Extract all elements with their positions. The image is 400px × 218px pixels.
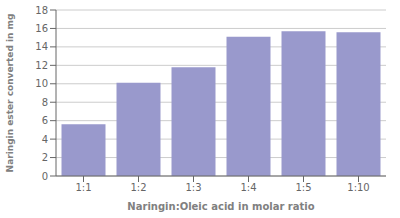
svg-text:4: 4 [42,134,48,145]
svg-text:1:5: 1:5 [295,182,311,193]
svg-text:18: 18 [35,5,48,16]
svg-text:6: 6 [42,115,48,126]
svg-text:2: 2 [42,152,48,163]
svg-text:16: 16 [35,23,48,34]
svg-text:8: 8 [42,97,48,108]
svg-text:1:4: 1:4 [240,182,256,193]
svg-text:Naringin ester converted in mg: Naringin ester converted in mg [8,14,15,173]
svg-text:1:3: 1:3 [185,182,201,193]
svg-text:1:10: 1:10 [347,182,369,193]
svg-text:0: 0 [42,171,48,182]
svg-text:Naringin:Oleic acid in molar r: Naringin:Oleic acid in molar ratio [127,201,314,212]
svg-text:14: 14 [35,41,48,52]
svg-text:1:2: 1:2 [130,182,146,193]
svg-text:12: 12 [35,60,48,71]
svg-text:1:1: 1:1 [75,182,91,193]
svg-text:10: 10 [35,78,48,89]
